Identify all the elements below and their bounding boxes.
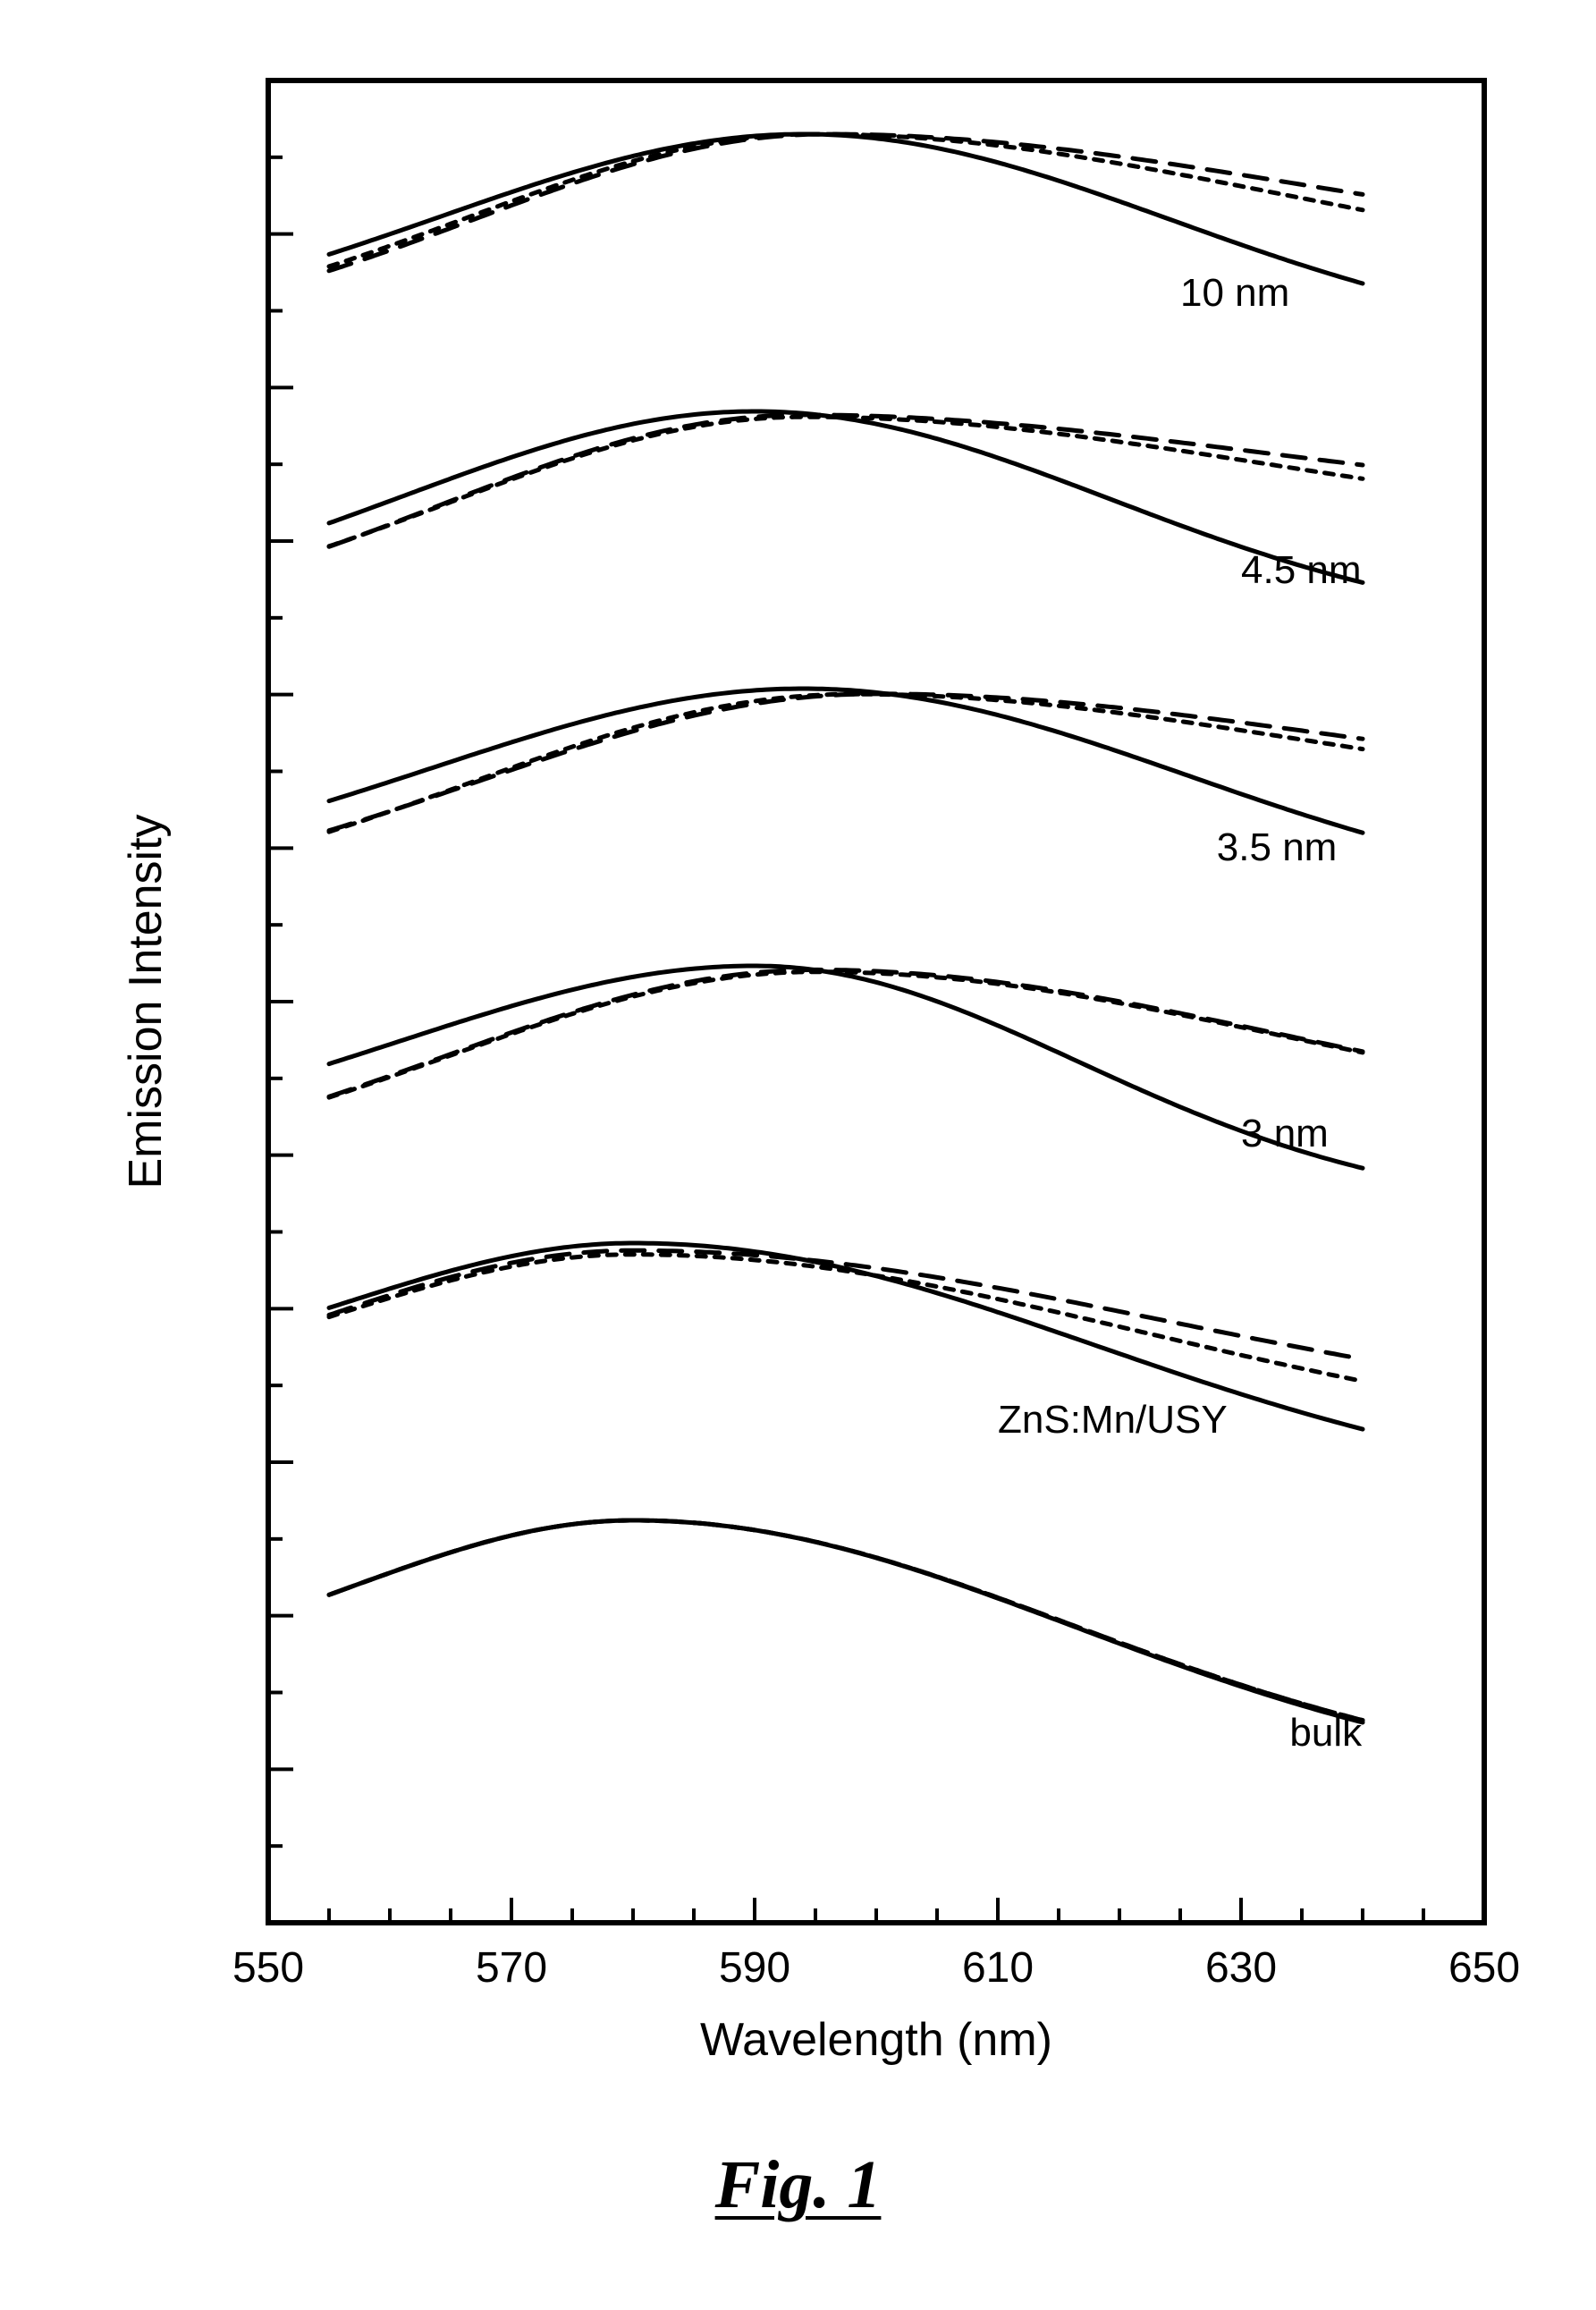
svg-text:3.5 nm: 3.5 nm — [1217, 825, 1338, 869]
svg-text:650: 650 — [1448, 1944, 1520, 1992]
svg-text:570: 570 — [476, 1944, 547, 1992]
svg-text:550: 550 — [232, 1944, 304, 1992]
svg-text:610: 610 — [962, 1944, 1034, 1992]
figure-caption: Fig. 1 — [0, 2146, 1596, 2224]
page: 550 570 590 610 630 650 Wavelength (nm) Emissio… — [0, 0, 1596, 2310]
svg-text:Emission Intensity: Emission Intensity — [120, 814, 172, 1189]
svg-text:4.5 nm: 4.5 nm — [1241, 548, 1362, 592]
svg-text:bulk: bulk — [1289, 1711, 1363, 1755]
svg-text:590: 590 — [719, 1944, 790, 1992]
figure-caption-text: Fig. 1 — [715, 2147, 882, 2222]
svg-text:10 nm: 10 nm — [1180, 271, 1289, 315]
emission-spectra-chart: 550 570 590 610 630 650 Wavelength (nm) Emissio… — [0, 0, 1596, 2310]
svg-text:3 nm: 3 nm — [1241, 1112, 1329, 1155]
svg-text:630: 630 — [1205, 1944, 1277, 1992]
svg-text:Wavelength (nm): Wavelength (nm) — [700, 2014, 1052, 2066]
svg-text:ZnS:Mn/USY: ZnS:Mn/USY — [998, 1398, 1228, 1442]
